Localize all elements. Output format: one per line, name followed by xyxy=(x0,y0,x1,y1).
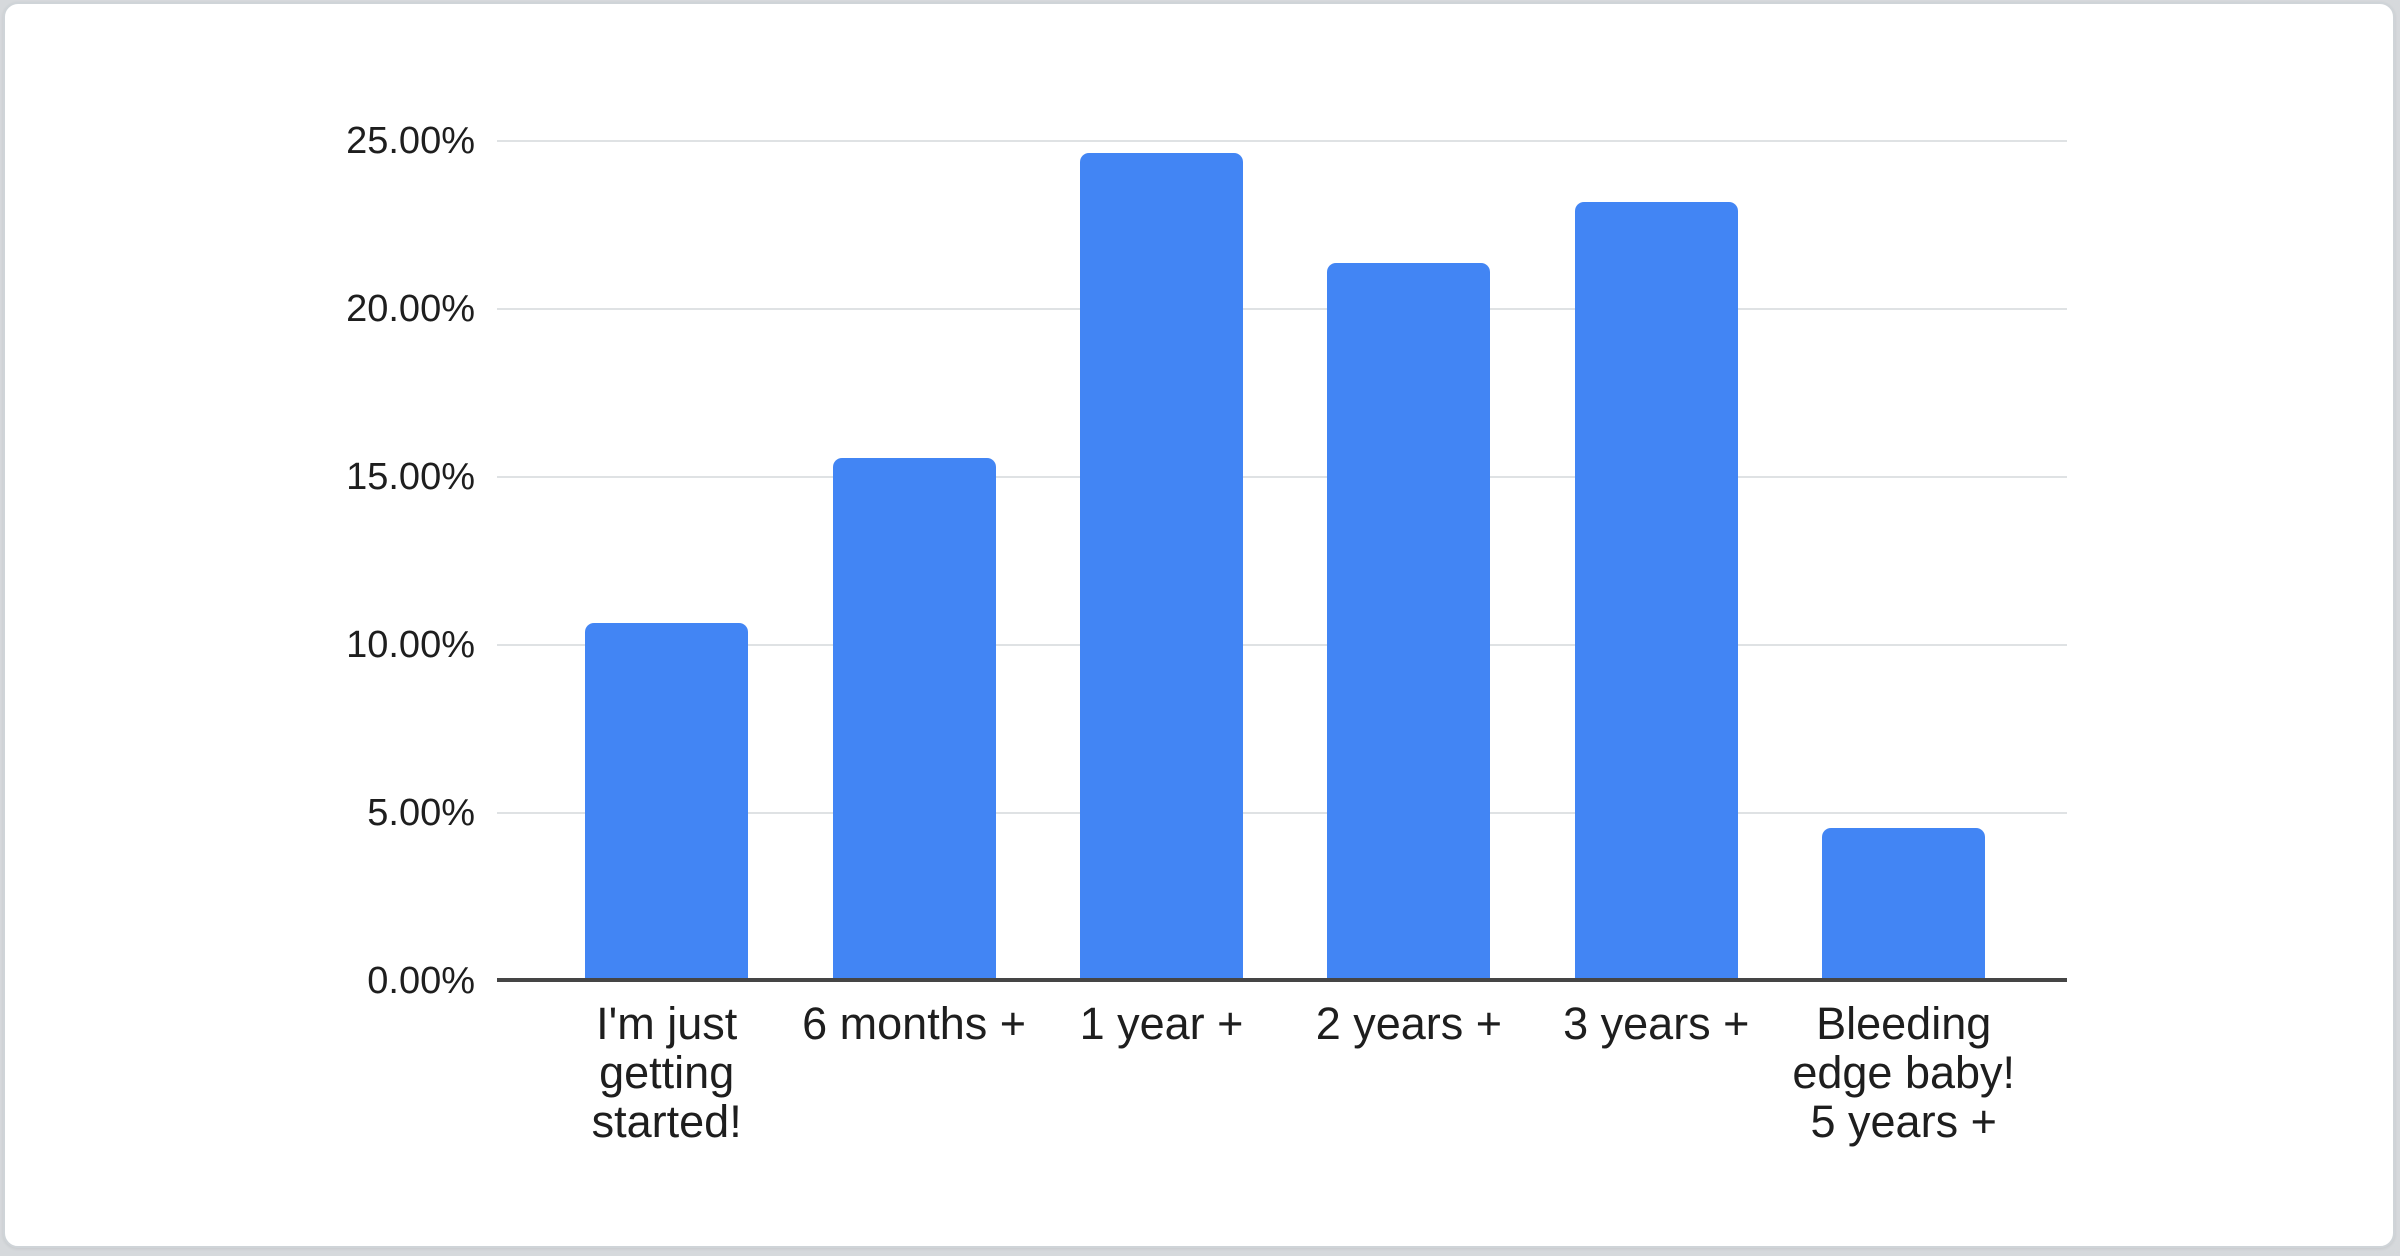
bar[interactable] xyxy=(1327,262,1491,981)
x-category-label: I'm just getting started! xyxy=(591,998,742,1147)
x-category-label: 3 years + xyxy=(1563,998,1750,1049)
y-tick-label: 15.00% xyxy=(346,456,475,498)
gridline xyxy=(497,644,2067,646)
bar[interactable] xyxy=(832,457,996,981)
bar[interactable] xyxy=(585,623,749,981)
gridline xyxy=(497,140,2067,142)
gridline xyxy=(497,476,2067,478)
x-axis-labels: I'm just getting started! 6 months + 1 yea… xyxy=(497,999,2067,1199)
bar-chart: 0.00% 5.00% 10.00% 15.00% 20.00% 25.00% I'm j… xyxy=(5,4,2393,1246)
x-category-label: Bleeding edge baby! 5 years + xyxy=(1792,998,2016,1147)
bar[interactable] xyxy=(1822,828,1986,981)
y-tick-label: 20.00% xyxy=(346,288,475,330)
y-tick-label: 25.00% xyxy=(346,120,475,162)
bar[interactable] xyxy=(1080,153,1243,981)
gridline xyxy=(497,812,2067,814)
y-tick-label: 5.00% xyxy=(367,792,475,834)
gridline xyxy=(497,308,2067,310)
chart-card: 0.00% 5.00% 10.00% 15.00% 20.00% 25.00% I'm j… xyxy=(3,2,2395,1248)
y-tick-label: 0.00% xyxy=(367,960,475,1002)
plot-area xyxy=(497,140,2067,982)
y-axis-labels: 0.00% 5.00% 10.00% 15.00% 20.00% 25.00% xyxy=(5,120,475,1002)
x-category-label: 6 months + xyxy=(802,998,1027,1049)
x-category-label: 2 years + xyxy=(1315,998,1503,1049)
bar[interactable] xyxy=(1574,202,1738,981)
y-tick-label: 10.00% xyxy=(346,624,475,666)
x-category-label: 1 year + xyxy=(1079,998,1244,1049)
x-axis-line xyxy=(497,978,2067,982)
